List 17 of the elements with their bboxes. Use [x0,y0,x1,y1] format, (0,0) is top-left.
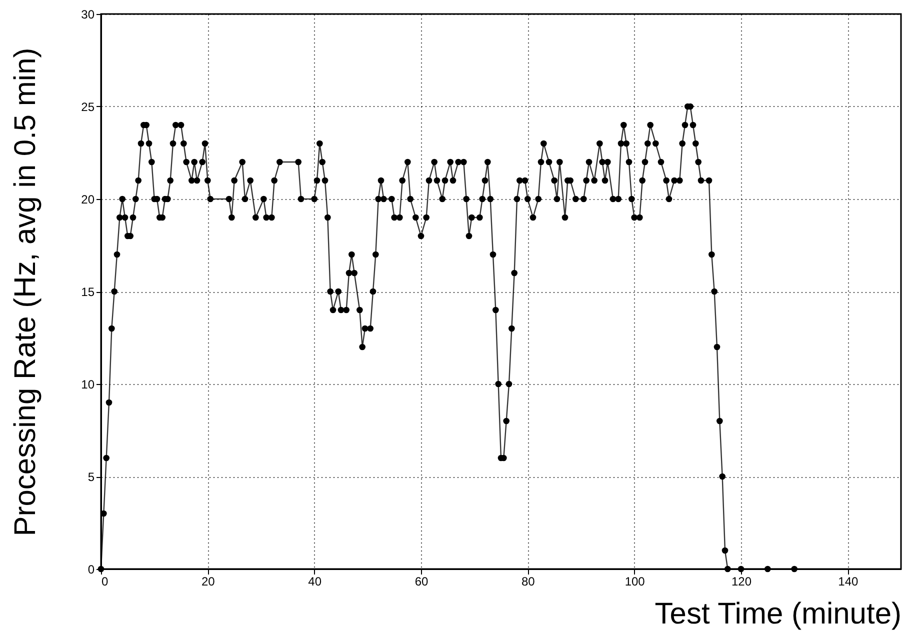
y-tick-label: 30 [81,8,95,22]
y-tick-label: 25 [81,100,95,114]
y-tick-label: 10 [81,378,95,392]
x-axis-title: Test Time (minute) [654,598,902,630]
y-tick-label: 15 [81,285,95,299]
y-tick-label: 20 [81,192,95,206]
x-tick-label: 120 [731,574,752,588]
x-tick-label: 100 [624,574,646,588]
x-tick-label: 20 [201,574,216,588]
x-tick-label: 60 [414,574,428,588]
x-tick-label: 80 [521,574,536,588]
y-tick-label: 5 [88,470,95,484]
x-tick-label: 40 [308,574,322,588]
y-tick-label: 0 [88,562,95,576]
x-tick-label: 140 [838,574,858,588]
x-tick-label: 0 [102,574,108,588]
y-axis-title: Processing Rate (Hz, avg in 0.5 min) [9,48,42,536]
